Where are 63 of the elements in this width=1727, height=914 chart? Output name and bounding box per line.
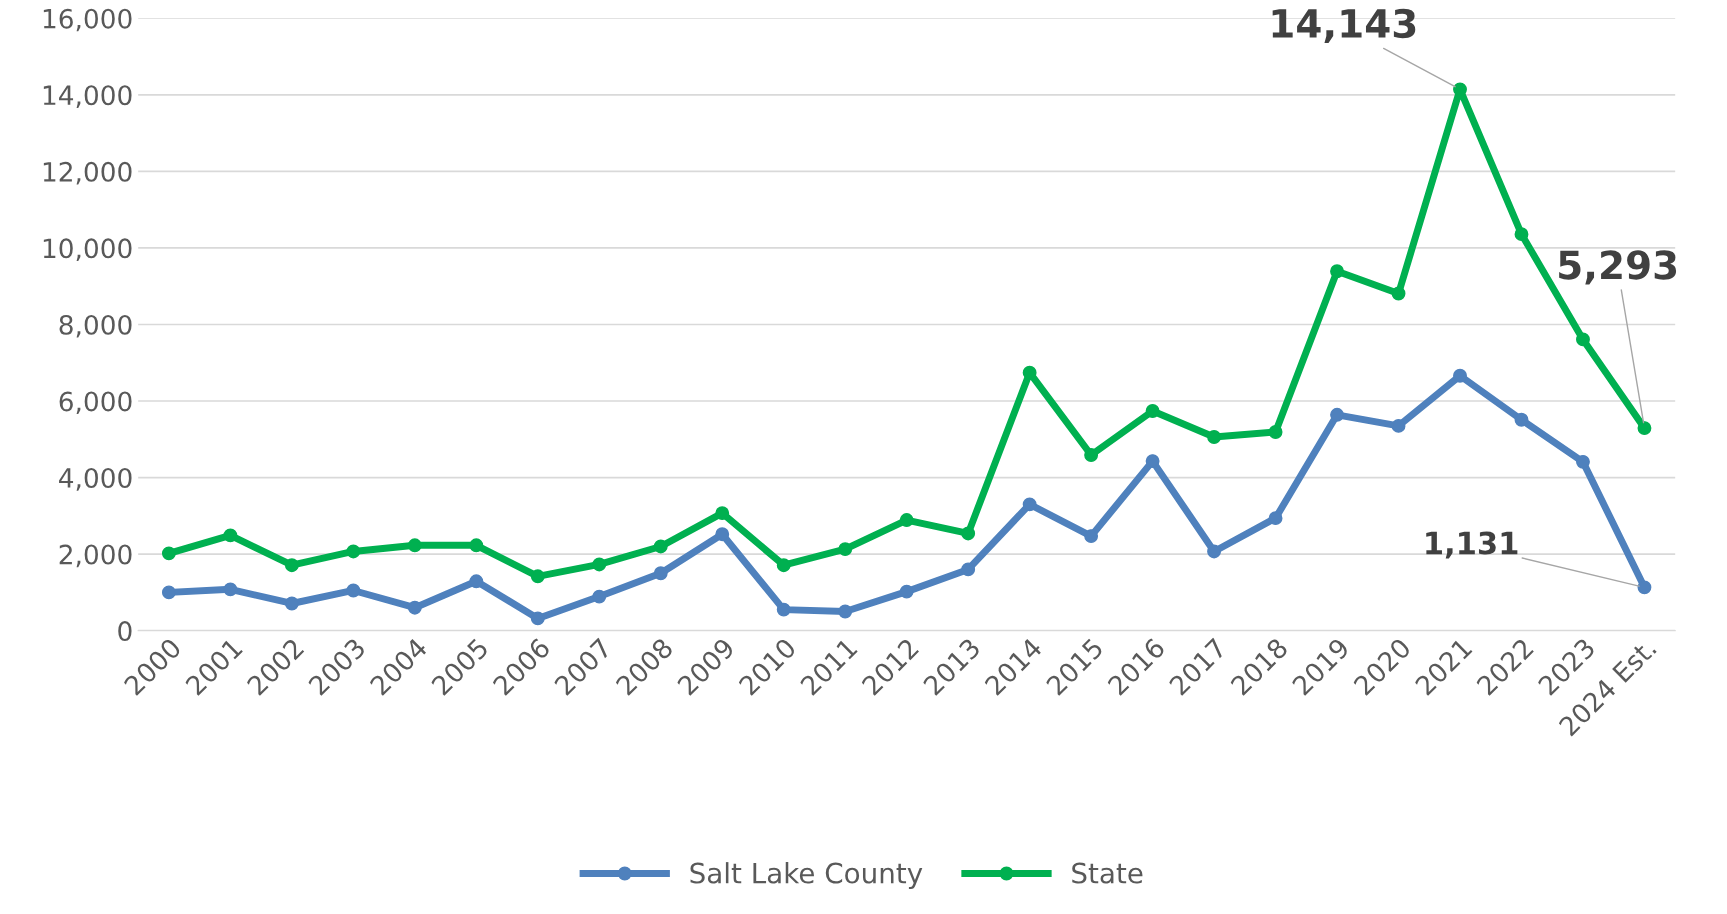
point xyxy=(223,582,238,597)
point xyxy=(1207,430,1222,444)
point xyxy=(1084,448,1099,462)
point xyxy=(469,538,484,553)
point xyxy=(776,558,791,573)
point xyxy=(776,602,791,617)
y-tick-label: 2,000 xyxy=(59,544,132,568)
point xyxy=(161,585,176,600)
point xyxy=(530,569,545,584)
point xyxy=(1022,497,1037,512)
y-tick-label: 0 xyxy=(118,621,132,642)
y-tick-label: 8,000 xyxy=(59,314,132,338)
point xyxy=(1576,332,1590,347)
point xyxy=(838,542,853,557)
point xyxy=(223,528,238,543)
point xyxy=(838,604,853,619)
point xyxy=(961,526,976,541)
y-tick-label: 4,000 xyxy=(59,468,132,491)
point xyxy=(715,527,730,542)
point xyxy=(284,596,299,611)
data-label: 5,293 xyxy=(1559,250,1677,285)
y-tick-label: 12,000 xyxy=(43,161,132,185)
point xyxy=(1084,529,1099,544)
point xyxy=(1330,407,1344,422)
point xyxy=(346,583,361,598)
point xyxy=(1268,511,1283,526)
legend-label: Salt Lake County xyxy=(690,862,923,889)
point xyxy=(592,589,607,604)
y-tick-label: 6,000 xyxy=(59,391,132,415)
point xyxy=(899,584,914,599)
point xyxy=(1514,227,1529,242)
point xyxy=(715,506,730,521)
y-tick-label: 10,000 xyxy=(43,238,132,262)
point xyxy=(407,600,422,615)
point xyxy=(1391,286,1406,301)
point xyxy=(1576,454,1590,469)
point xyxy=(1330,264,1344,279)
point xyxy=(1514,412,1529,427)
point xyxy=(1268,425,1283,439)
point xyxy=(1637,580,1652,595)
point xyxy=(469,574,484,589)
data-label: 1,131 xyxy=(1426,531,1518,559)
point xyxy=(899,513,914,527)
point xyxy=(1453,368,1467,383)
point xyxy=(1207,544,1222,559)
point xyxy=(530,611,545,626)
point xyxy=(653,539,668,554)
legend-label: State xyxy=(1072,862,1143,884)
point xyxy=(284,558,299,573)
point xyxy=(161,546,176,561)
point xyxy=(1391,418,1406,433)
point xyxy=(961,562,976,577)
y-tick-label: 16,000 xyxy=(43,8,132,32)
point xyxy=(1145,454,1160,469)
point xyxy=(653,566,668,581)
point xyxy=(1145,404,1160,418)
point xyxy=(407,538,422,553)
point xyxy=(346,544,361,559)
point xyxy=(1022,365,1037,380)
point xyxy=(592,557,607,572)
data-label: 14,143 xyxy=(1272,8,1416,44)
y-tick-label: 14,000 xyxy=(43,85,132,108)
point xyxy=(1637,421,1652,436)
